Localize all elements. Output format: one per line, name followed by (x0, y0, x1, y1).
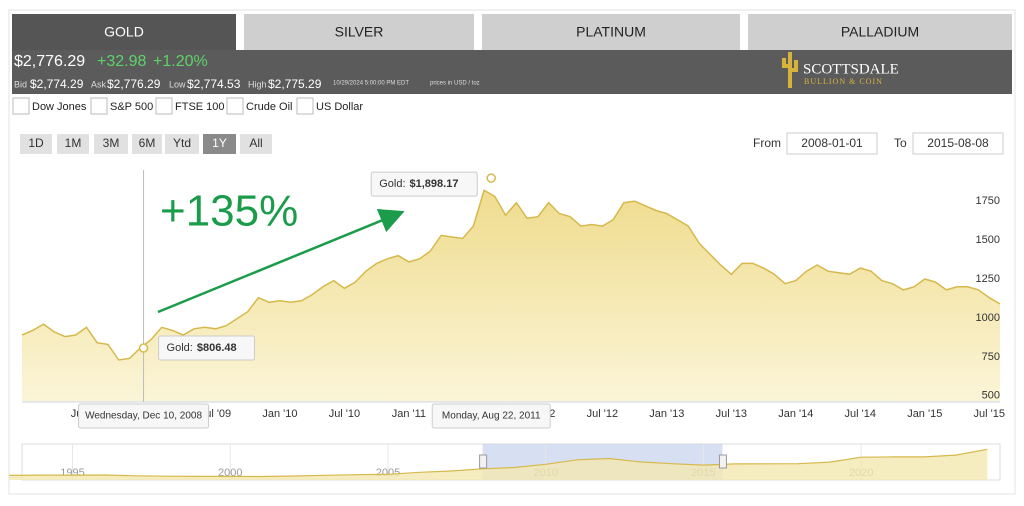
range-label: 1D (28, 136, 44, 150)
trend-arrow (157, 209, 405, 314)
tab[interactable] (748, 14, 1012, 50)
price: $2,776.29 (14, 53, 85, 70)
tab-label: PLATINUM (576, 24, 646, 40)
checkbox[interactable] (90, 97, 108, 115)
checkbox[interactable] (226, 97, 244, 115)
navigator-line (9, 448, 988, 478)
navigator-area (9, 449, 988, 480)
tab[interactable] (244, 14, 474, 50)
range-label: 3M (103, 136, 120, 150)
tooltip-label: Gold: (167, 342, 193, 354)
ask-label: Ask (91, 79, 107, 89)
from-value: 2008-01-01 (801, 136, 863, 150)
range-button[interactable] (57, 134, 89, 154)
logo-cactus (782, 52, 798, 88)
tooltip-value: $1,898.17 (410, 178, 459, 190)
y-tick-label: 500 (982, 390, 1000, 402)
checkbox[interactable] (155, 97, 173, 115)
x-tick-label: Jan '15 (907, 408, 942, 420)
navigator-handle[interactable] (718, 454, 727, 469)
x-tick-label: Jan '13 (649, 408, 684, 420)
logo-name: SCOTTSDALE (803, 61, 899, 77)
date-tooltip (78, 403, 210, 429)
to-input[interactable] (912, 132, 1004, 155)
navigator-handle[interactable] (479, 454, 488, 469)
date-tooltip (431, 403, 551, 429)
bid: $2,774.29 (30, 77, 84, 91)
area (22, 190, 1000, 402)
ask: $2,776.29 (107, 77, 161, 91)
y-tick-label: 1500 (976, 234, 1000, 246)
point-marker (138, 343, 149, 353)
x-tick-label: Jul '14 (845, 408, 876, 420)
change: +32.98 (97, 53, 146, 70)
x-tick-label: Jul '12 (587, 408, 618, 420)
from-input[interactable] (786, 132, 878, 155)
checkbox-label: S&P 500 (110, 101, 153, 113)
low-label: Low (169, 79, 186, 89)
range-button[interactable] (94, 134, 128, 154)
x-tick-label: Jan '11 (392, 408, 426, 420)
tab-label: SILVER (335, 24, 384, 40)
date-tooltip-text: Wednesday, Dec 10, 2008 (85, 411, 202, 422)
to-label: To (894, 136, 907, 150)
tab-label: PALLADIUM (841, 24, 919, 40)
change-pct: +1.20% (153, 53, 208, 70)
range-label: All (249, 136, 262, 150)
range-label: 1Y (212, 136, 227, 150)
range-button[interactable] (20, 134, 52, 154)
date-tooltip-text: Monday, Aug 22, 2011 (442, 411, 541, 422)
checkbox-label: Dow Jones (32, 101, 87, 113)
checkbox[interactable] (296, 97, 314, 115)
range-label: 1M (65, 136, 82, 150)
checkbox-label: FTSE 100 (175, 101, 225, 113)
tab[interactable] (482, 14, 740, 50)
to-value: 2015-08-08 (927, 136, 989, 150)
range-button[interactable] (203, 134, 236, 154)
range-label: Ytd (173, 136, 191, 150)
y-tick-label: 750 (982, 351, 1000, 363)
tooltip-value: $806.48 (197, 342, 237, 354)
checkbox-label: Crude Oil (246, 101, 292, 113)
x-tick-label: Jul '10 (329, 408, 360, 420)
y-tick-label: 1750 (976, 195, 1000, 207)
y-tick-label: 1000 (976, 312, 1000, 324)
units: prices in USD / toz (430, 81, 480, 87)
x-tick-label: Jan '14 (778, 408, 813, 420)
tooltip (158, 335, 256, 361)
tab[interactable] (12, 14, 236, 50)
high: $2,775.29 (268, 77, 322, 91)
logo-tagline: BULLION & COIN (804, 77, 883, 86)
point-marker (486, 173, 496, 183)
x-tick-label: Jul '13 (716, 408, 747, 420)
range-label: 6M (139, 136, 156, 150)
tooltip (370, 171, 478, 197)
range-button[interactable] (132, 134, 162, 154)
range-button[interactable] (165, 134, 199, 154)
tooltip-text: Gold: $1,898.17 (379, 178, 458, 190)
tooltip-text: Gold: $806.48 (167, 342, 237, 354)
tooltip-label: Gold: (379, 178, 405, 190)
quote-bar (12, 50, 1012, 94)
x-tick-label: Jan '10 (262, 408, 297, 420)
low: $2,774.53 (187, 77, 241, 91)
checkbox-label: US Dollar (316, 101, 363, 113)
price-line (21, 189, 1001, 361)
bid-label: Bid (14, 79, 27, 89)
y-tick-label: 1250 (976, 273, 1000, 285)
checkbox[interactable] (12, 97, 30, 115)
from-label: From (753, 136, 781, 150)
tab-label: GOLD (104, 24, 144, 40)
timestamp: 10/29/2024 5:00:00 PM EDT (333, 81, 409, 87)
x-tick-label: Jul '15 (974, 408, 1005, 420)
change-annotation: +135% (160, 187, 298, 236)
range-button[interactable] (240, 134, 272, 154)
high-label: High (248, 79, 267, 89)
